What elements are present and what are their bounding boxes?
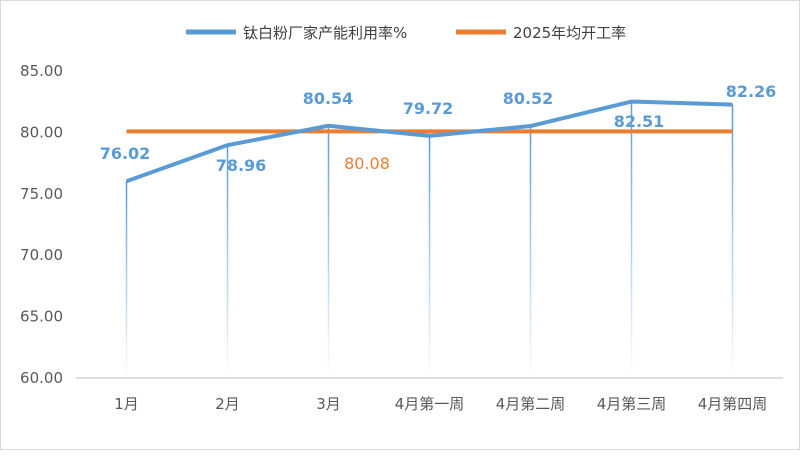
drop-line	[226, 145, 229, 378]
drop-line	[731, 104, 734, 378]
x-tick-label: 3月	[316, 395, 341, 413]
drop-line	[125, 181, 128, 378]
y-tick-label: 80.00	[20, 123, 63, 141]
legend-label: 钛白粉厂家产能利用率%	[243, 24, 407, 42]
data-label: 82.51	[614, 112, 665, 131]
y-tick-label: 65.00	[20, 308, 63, 326]
y-tick-label: 70.00	[20, 246, 63, 264]
x-tick-label: 4月第二周	[496, 395, 566, 413]
data-label: 82.26	[726, 82, 777, 101]
x-axis: 1月 2月 3月 4月第一周 4月第二周 4月第三周 4月第四周	[76, 377, 783, 413]
x-tick-label: 4月第三周	[597, 395, 667, 413]
x-tick-label: 4月第一周	[395, 395, 465, 413]
drop-line	[529, 126, 532, 378]
y-axis: 60.00 65.00 70.00 75.00 80.00 85.00	[20, 62, 63, 387]
x-tick-label: 1月	[114, 395, 139, 413]
drop-lines	[125, 101, 734, 378]
legend-label: 2025年均开工率	[513, 24, 626, 42]
series-line-capacity	[125, 99, 733, 184]
data-label: 76.02	[100, 144, 151, 163]
x-tick-label: 4月第四周	[698, 395, 768, 413]
chart-canvas: 钛白粉厂家产能利用率% 2025年均开工率 60.00 65.00 70.00 75.0…	[20, 24, 783, 413]
data-label: 80.52	[503, 89, 554, 108]
drop-line	[327, 125, 330, 378]
data-label-average: 80.08	[344, 154, 390, 173]
data-label: 79.72	[403, 99, 454, 118]
drop-line	[428, 135, 431, 378]
x-tick-label: 2月	[215, 395, 240, 413]
y-tick-label: 85.00	[20, 62, 63, 80]
y-tick-label: 75.00	[20, 185, 63, 203]
chart-container: 钛白粉厂家产能利用率% 2025年均开工率 60.00 65.00 70.00 75.0…	[0, 0, 800, 450]
chart-legend: 钛白粉厂家产能利用率% 2025年均开工率	[186, 24, 626, 42]
data-label: 78.96	[216, 156, 267, 175]
drop-line	[630, 101, 633, 378]
series-lines	[125, 99, 733, 184]
data-label: 80.54	[303, 89, 354, 108]
data-labels: 76.02 78.96 80.54 79.72 80.52 82.51 82.26 80.08	[100, 82, 777, 175]
y-tick-label: 60.00	[20, 369, 63, 387]
